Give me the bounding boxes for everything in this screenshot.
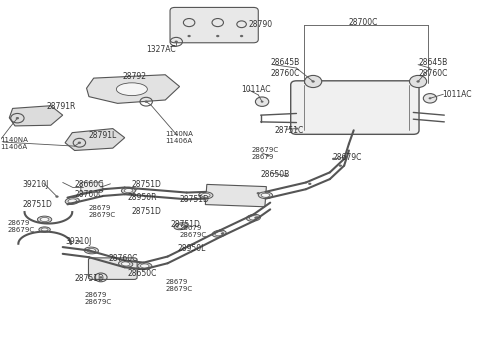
Text: 28950R: 28950R <box>127 193 156 202</box>
Text: 28791L: 28791L <box>89 131 117 140</box>
Ellipse shape <box>304 75 322 88</box>
Text: 28751D: 28751D <box>180 195 209 204</box>
Text: 28751D: 28751D <box>170 220 200 229</box>
Text: 28751C: 28751C <box>275 126 304 135</box>
Ellipse shape <box>65 197 79 204</box>
Ellipse shape <box>138 263 152 269</box>
Ellipse shape <box>116 83 147 96</box>
FancyBboxPatch shape <box>291 81 419 134</box>
Ellipse shape <box>284 174 288 177</box>
Text: 28679C: 28679C <box>332 153 361 162</box>
Text: 28650B: 28650B <box>261 170 290 178</box>
Ellipse shape <box>429 97 432 99</box>
Ellipse shape <box>174 223 188 230</box>
Ellipse shape <box>121 262 130 266</box>
Ellipse shape <box>78 142 81 144</box>
Ellipse shape <box>37 216 52 223</box>
Text: 1140NA
11406A: 1140NA 11406A <box>165 130 193 144</box>
Polygon shape <box>205 185 266 207</box>
Text: 28760C: 28760C <box>74 190 104 199</box>
Text: 28760C: 28760C <box>270 69 300 77</box>
Ellipse shape <box>121 187 136 194</box>
Ellipse shape <box>409 75 427 88</box>
Ellipse shape <box>261 193 270 197</box>
Ellipse shape <box>99 276 103 279</box>
Text: 28751D: 28751D <box>22 200 52 209</box>
Ellipse shape <box>199 192 213 199</box>
Ellipse shape <box>221 233 224 235</box>
Text: 28760C: 28760C <box>108 254 137 263</box>
Ellipse shape <box>39 227 50 232</box>
Text: 28700C: 28700C <box>349 18 378 27</box>
Ellipse shape <box>266 154 269 157</box>
Text: 28645B: 28645B <box>270 58 300 68</box>
Ellipse shape <box>55 195 59 198</box>
Text: 28679
28679C: 28679 28679C <box>165 279 192 292</box>
Text: 28679C
28679: 28679C 28679 <box>251 147 278 160</box>
Ellipse shape <box>202 193 210 197</box>
Text: 28751D: 28751D <box>132 180 162 189</box>
Text: 39210J: 39210J <box>22 180 48 189</box>
Ellipse shape <box>339 165 342 167</box>
Ellipse shape <box>141 264 149 268</box>
Text: 28679
28679C: 28679 28679C <box>84 292 111 305</box>
Text: 28660C: 28660C <box>74 180 104 189</box>
Text: 28650C: 28650C <box>127 269 156 278</box>
Text: 28679
28679C: 28679 28679C <box>180 225 207 238</box>
Ellipse shape <box>16 117 19 119</box>
Ellipse shape <box>119 261 133 267</box>
Text: 28645B: 28645B <box>418 58 447 68</box>
Ellipse shape <box>92 191 96 193</box>
Ellipse shape <box>87 248 96 252</box>
FancyBboxPatch shape <box>81 182 103 192</box>
Text: 28679
28679C: 28679 28679C <box>89 204 116 218</box>
Text: 1327AC: 1327AC <box>146 45 176 54</box>
FancyBboxPatch shape <box>170 7 258 43</box>
Text: 28751D: 28751D <box>132 207 162 216</box>
Text: 1011AC: 1011AC <box>442 91 471 99</box>
Ellipse shape <box>78 240 81 243</box>
Ellipse shape <box>258 192 273 199</box>
Ellipse shape <box>249 216 258 220</box>
Ellipse shape <box>40 217 49 221</box>
Ellipse shape <box>261 101 264 103</box>
Text: 1140NA
11406A: 1140NA 11406A <box>0 137 29 150</box>
Text: 28790: 28790 <box>249 20 273 29</box>
Ellipse shape <box>257 192 260 194</box>
Ellipse shape <box>215 232 223 236</box>
Text: 28751D: 28751D <box>74 274 105 283</box>
Ellipse shape <box>212 230 226 237</box>
Ellipse shape <box>188 35 191 37</box>
Ellipse shape <box>240 35 243 37</box>
Ellipse shape <box>144 100 148 103</box>
Ellipse shape <box>175 41 178 43</box>
Ellipse shape <box>41 228 48 231</box>
Text: 28760C: 28760C <box>418 69 447 77</box>
Polygon shape <box>86 75 180 103</box>
Ellipse shape <box>246 214 261 221</box>
Ellipse shape <box>134 188 137 190</box>
Ellipse shape <box>417 80 420 83</box>
FancyBboxPatch shape <box>88 258 137 280</box>
Text: 28679
28679C: 28679 28679C <box>8 220 35 233</box>
Ellipse shape <box>124 189 133 193</box>
Text: 1011AC: 1011AC <box>241 86 271 94</box>
Ellipse shape <box>254 217 258 219</box>
Ellipse shape <box>255 97 269 106</box>
Polygon shape <box>9 106 63 126</box>
Ellipse shape <box>84 247 98 254</box>
Ellipse shape <box>177 224 185 228</box>
Ellipse shape <box>216 35 219 37</box>
Text: 28791R: 28791R <box>46 102 75 111</box>
Text: 28950L: 28950L <box>177 244 205 252</box>
Ellipse shape <box>68 199 76 203</box>
Ellipse shape <box>423 94 437 103</box>
Ellipse shape <box>312 80 315 83</box>
Ellipse shape <box>308 183 312 185</box>
Text: 28792: 28792 <box>122 72 146 81</box>
Polygon shape <box>65 128 125 150</box>
Ellipse shape <box>295 127 298 130</box>
Ellipse shape <box>332 158 336 160</box>
Text: 39210J: 39210J <box>65 237 92 246</box>
